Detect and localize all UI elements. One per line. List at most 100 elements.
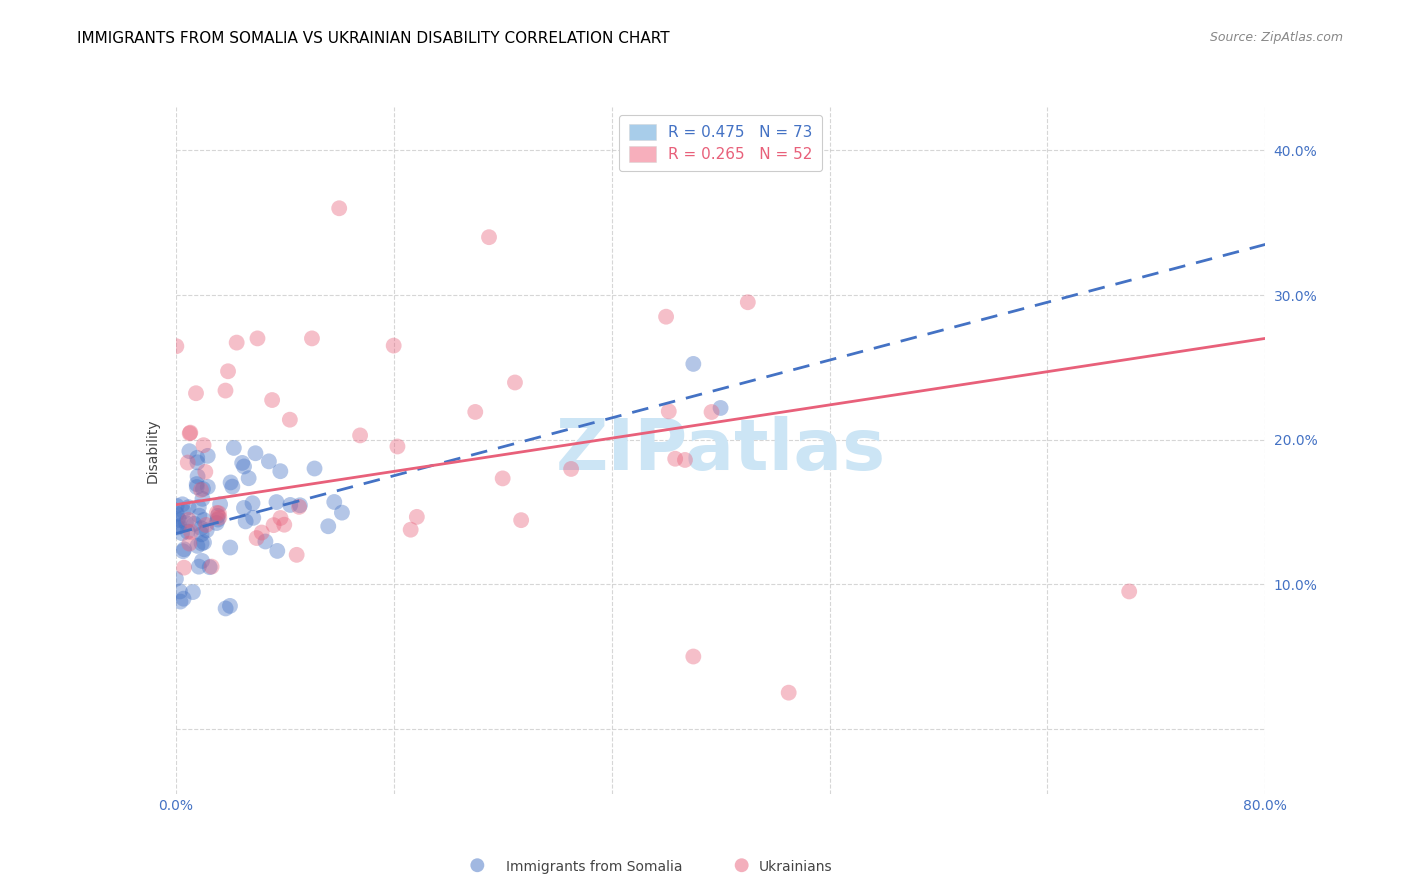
Point (270, 511, 292, 525)
Point (208, 506, 231, 520)
Point (214, 384, 236, 398)
Point (187, 500, 209, 515)
Point (245, 446, 267, 460)
Point (478, 230, 501, 244)
Point (510, 513, 533, 527)
Point (503, 376, 526, 390)
Point (492, 471, 515, 485)
Point (682, 649, 704, 664)
Point (238, 471, 260, 485)
Point (221, 480, 243, 494)
Point (301, 331, 323, 345)
Point (205, 506, 228, 520)
Point (193, 513, 215, 527)
Point (278, 498, 301, 512)
Point (179, 426, 201, 441)
Point (266, 495, 288, 509)
Point (316, 519, 339, 533)
Point (242, 511, 264, 525)
Point (262, 392, 284, 407)
Point (664, 451, 686, 466)
Point (208, 510, 231, 524)
Point (405, 509, 427, 524)
Point (737, 295, 759, 310)
Point (207, 508, 229, 523)
Point (382, 338, 405, 352)
Y-axis label: Disability: Disability (146, 418, 160, 483)
Point (673, 453, 696, 467)
Point (710, 401, 733, 415)
Point (187, 469, 209, 483)
Text: Ukrainians: Ukrainians (759, 860, 832, 874)
Point (187, 559, 209, 574)
Point (233, 459, 256, 474)
Point (172, 497, 194, 511)
Point (254, 534, 277, 549)
Point (172, 544, 194, 558)
Point (219, 599, 242, 613)
Point (266, 544, 288, 558)
Point (464, 405, 486, 419)
Point (197, 480, 219, 494)
Point (193, 535, 215, 549)
Point (700, 405, 723, 419)
Point (180, 524, 202, 539)
Point (209, 497, 232, 511)
Point (304, 461, 326, 475)
Point (278, 413, 301, 427)
Point (181, 585, 204, 599)
Point (323, 495, 346, 509)
Point (166, 520, 188, 534)
Point (250, 525, 273, 540)
Point (190, 521, 212, 535)
Point (177, 500, 200, 515)
Point (214, 601, 236, 615)
Text: IMMIGRANTS FROM SOMALIA VS UKRAINIAN DISABILITY CORRELATION CHART: IMMIGRANTS FROM SOMALIA VS UKRAINIAN DIS… (77, 31, 669, 46)
Point (560, 462, 582, 476)
Point (288, 500, 311, 514)
Text: Source: ZipAtlas.com: Source: ZipAtlas.com (1209, 31, 1343, 45)
Point (186, 539, 208, 553)
Point (263, 518, 285, 533)
Point (167, 519, 190, 533)
Point (184, 386, 207, 401)
Point (246, 531, 269, 545)
Point (399, 523, 422, 537)
Point (166, 507, 188, 521)
Point (173, 505, 195, 519)
Point (195, 517, 218, 532)
Point (349, 428, 371, 442)
Point (190, 527, 212, 541)
Point (186, 480, 208, 494)
Point (188, 508, 211, 523)
Point (207, 512, 229, 526)
Point (186, 455, 208, 469)
Point (173, 560, 195, 574)
Point (173, 591, 195, 606)
Point (682, 357, 704, 371)
Point (200, 559, 222, 574)
Point (166, 499, 188, 513)
Point (179, 536, 201, 550)
Point (190, 536, 212, 550)
Point (658, 404, 681, 418)
Point (167, 512, 190, 526)
Point (328, 201, 350, 215)
Point (186, 450, 208, 465)
Point (222, 441, 245, 455)
Point (177, 513, 200, 527)
Point (1118, 584, 1140, 599)
Point (177, 456, 200, 470)
Point (174, 516, 197, 530)
Point (183, 516, 205, 531)
Point (778, 686, 800, 700)
Point (179, 425, 201, 440)
Point (170, 526, 193, 541)
Point (169, 584, 191, 599)
Point (467, 858, 489, 872)
Point (233, 500, 256, 515)
Point (193, 438, 215, 452)
Point (273, 517, 295, 532)
Point (731, 858, 754, 872)
Point (191, 554, 214, 568)
